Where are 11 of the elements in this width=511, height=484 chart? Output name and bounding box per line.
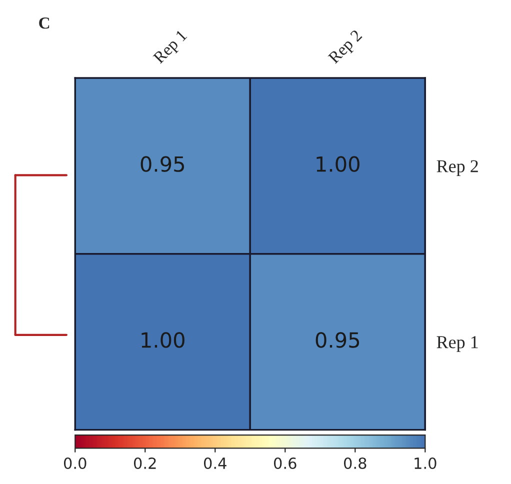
color-bar-label: 0.2	[134, 457, 156, 470]
color-bar-label: 0.8	[344, 457, 366, 470]
color-bar-label: 1.0	[414, 457, 436, 470]
data-label: 1.00	[142, 332, 184, 348]
data-label: 1.00	[316, 156, 360, 172]
data-label: 0.95	[316, 332, 360, 348]
data-label: 0.95	[140, 156, 184, 172]
chart-title: C	[39, 17, 50, 29]
color-bar-label: 0.0	[64, 457, 86, 470]
color-bar-label: 0.6	[274, 457, 296, 470]
color-bar-label: 0.4	[204, 457, 226, 470]
